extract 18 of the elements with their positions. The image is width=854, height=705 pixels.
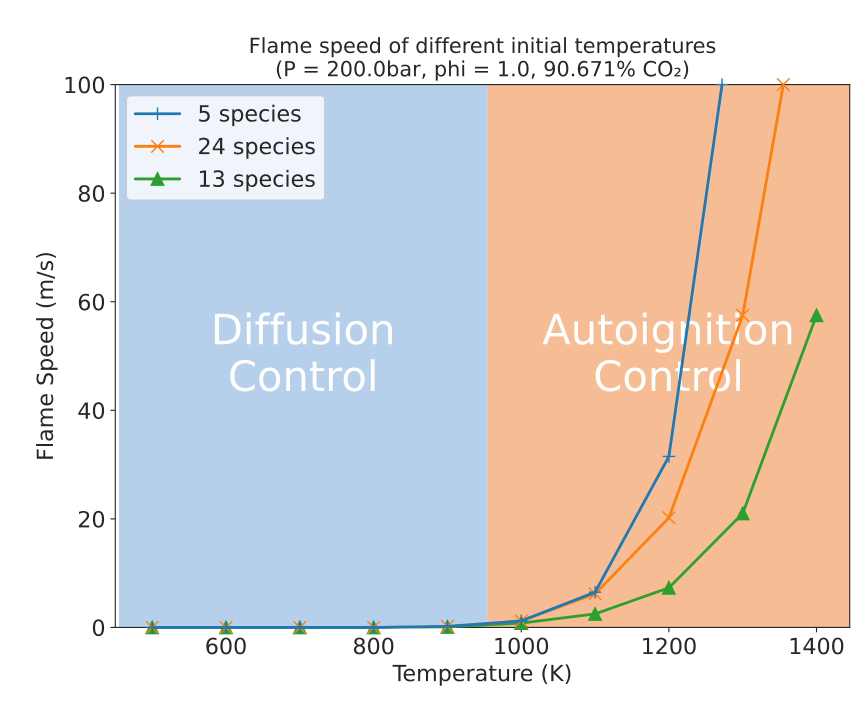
y-tick-label: 0 [92,619,104,636]
y-axis-title: Flame Speed (m/s) [36,253,58,459]
x-tick-label: 1000 [495,638,548,654]
y-tick-label: 80 [78,185,104,202]
x-tick-label: 1200 [643,638,696,654]
x-axis-title: Temperature (K) [392,664,570,686]
x-tick-label: 600 [206,638,246,654]
legend-label: 5 species [199,104,301,126]
chart-title: Flame speed of different initial temperatures (P = 200.0bar, phi = 1.0, 90.671% CO₂) [250,37,716,81]
legend-label: 13 species [200,170,315,192]
x-tick-label: 1400 [790,638,844,654]
band-label: Diffusion Control [214,312,392,392]
y-tick-label: 40 [78,402,104,420]
y-tick-label: 20 [78,510,104,528]
y-tick-label: 100 [66,76,104,94]
legend-label: 24 species [199,137,315,159]
y-tick-label: 60 [78,294,104,310]
x-tick-label: 800 [354,638,394,654]
